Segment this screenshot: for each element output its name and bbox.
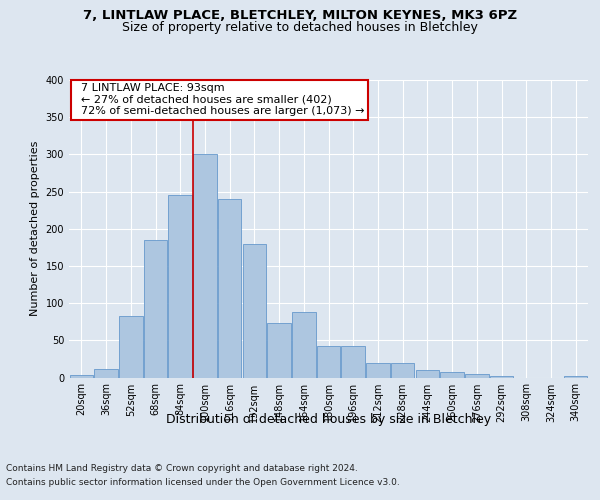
Text: 7, LINTLAW PLACE, BLETCHLEY, MILTON KEYNES, MK3 6PZ: 7, LINTLAW PLACE, BLETCHLEY, MILTON KEYN…: [83, 9, 517, 22]
Bar: [218, 199, 241, 378]
Bar: [564, 376, 587, 378]
Bar: [144, 240, 167, 378]
Text: 7 LINTLAW PLACE: 93sqm
  ← 27% of detached houses are smaller (402)
  72% of sem: 7 LINTLAW PLACE: 93sqm ← 27% of detached…: [74, 83, 365, 116]
Bar: [268, 323, 291, 378]
Bar: [317, 346, 340, 378]
Bar: [119, 316, 143, 378]
Bar: [169, 196, 192, 378]
Bar: [193, 154, 217, 378]
Bar: [416, 370, 439, 378]
Text: Distribution of detached houses by size in Bletchley: Distribution of detached houses by size …: [166, 412, 491, 426]
Bar: [94, 368, 118, 378]
Bar: [70, 376, 93, 378]
Text: Contains public sector information licensed under the Open Government Licence v3: Contains public sector information licen…: [6, 478, 400, 487]
Bar: [440, 372, 464, 378]
Text: Size of property relative to detached houses in Bletchley: Size of property relative to detached ho…: [122, 21, 478, 34]
Bar: [391, 362, 415, 378]
Bar: [341, 346, 365, 378]
Bar: [242, 244, 266, 378]
Bar: [465, 374, 488, 378]
Text: Contains HM Land Registry data © Crown copyright and database right 2024.: Contains HM Land Registry data © Crown c…: [6, 464, 358, 473]
Y-axis label: Number of detached properties: Number of detached properties: [30, 141, 40, 316]
Bar: [366, 362, 389, 378]
Bar: [292, 312, 316, 378]
Bar: [490, 376, 513, 378]
